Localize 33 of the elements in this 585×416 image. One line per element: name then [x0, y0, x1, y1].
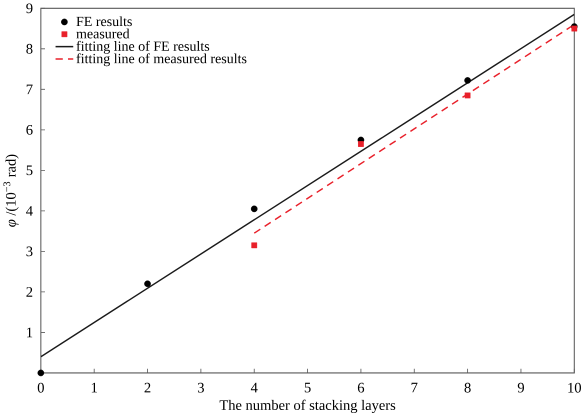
point: [464, 76, 471, 84]
point: [251, 242, 258, 248]
y-tick-label: 2: [26, 286, 32, 296]
y-axis-title: φ /(10$^{−3}$ rad): [3, 154, 19, 227]
x-tick-label: 1: [92, 382, 97, 392]
point: [38, 369, 44, 376]
x-tick-label: 8: [464, 382, 471, 392]
y-tick-label: 6: [26, 124, 33, 134]
y-tick-label: 8: [26, 44, 32, 54]
y-tick-label: 7: [26, 84, 33, 94]
x-tick-label: 9: [518, 382, 524, 392]
x-tick-label: 10: [568, 382, 581, 392]
point: [464, 92, 471, 98]
point: [144, 280, 151, 287]
y-tick-label: 4: [26, 206, 33, 216]
point: [250, 205, 258, 212]
point: [358, 140, 364, 147]
x-tick-label: 6: [358, 382, 364, 392]
y-tick-label: 3: [26, 246, 32, 256]
y-tick-label: 5: [26, 165, 32, 175]
x-axis-title: The number of stacking layers: [220, 399, 396, 413]
x-tick-label: 2: [144, 382, 150, 392]
x-tick-label: 0: [38, 382, 44, 392]
x-tick-label: 4: [250, 382, 258, 392]
legend-label: fitting line of FE results: [76, 40, 210, 54]
x-tick-label: 7: [412, 382, 418, 392]
x-tick-label: 5: [304, 382, 311, 392]
x-tick-label: 3: [198, 382, 204, 392]
legend-label: fitting line of measured results: [76, 53, 246, 66]
legend-label: FE results: [76, 16, 132, 26]
legend-label: measured: [76, 28, 130, 38]
y-tick-label: 9: [26, 3, 32, 13]
y-tick-label: 1: [27, 327, 32, 337]
